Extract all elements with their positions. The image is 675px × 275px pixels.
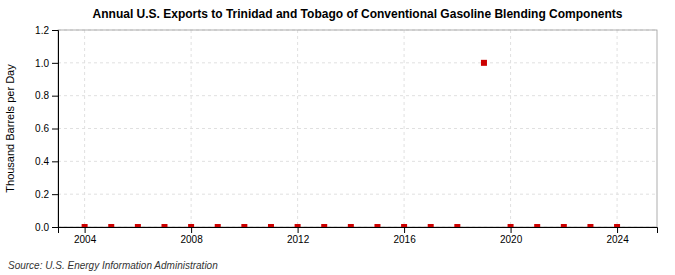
tick: 0.2	[35, 189, 58, 200]
point	[188, 224, 194, 227]
point	[587, 224, 593, 227]
tick-label: 2008	[180, 234, 203, 245]
tick-mark	[52, 63, 58, 64]
point	[428, 224, 434, 227]
title: Annual U.S. Exports to Trinidad and Toba…	[93, 7, 623, 21]
tick-label: 1.0	[35, 58, 49, 69]
grid-line	[58, 161, 657, 162]
y-axis: 0.0 0.2 0.4 0.6 0.8 1.0 1.2	[35, 25, 58, 233]
x-axis: 2004 2008 2012 2016 2020 2024	[59, 227, 658, 245]
tick-mark	[511, 227, 512, 233]
grid-line	[58, 62, 657, 63]
point	[135, 224, 141, 227]
chart: 2004 2008 2012 2016 2020 2024 0.0 0.2 0.4 0.6 0.8 1…	[0, 0, 675, 275]
tick: 0.8	[35, 90, 58, 101]
grid	[58, 30, 657, 227]
point	[215, 224, 221, 227]
point	[82, 224, 88, 227]
tick-label: 0.0	[35, 222, 49, 233]
tick-mark	[85, 227, 86, 233]
tick: 1.2	[35, 25, 58, 36]
tick-label: 0.6	[35, 123, 49, 134]
tick-mark	[52, 194, 58, 195]
tick-label: 2024	[606, 234, 629, 245]
tick-mark	[52, 129, 58, 130]
point	[508, 224, 514, 227]
y-axis-title: Thousand Barrels per Day	[4, 64, 16, 193]
tick-mark	[191, 227, 192, 233]
point	[241, 224, 247, 227]
tick: 2016	[393, 227, 416, 245]
tick: 2004	[74, 227, 97, 245]
grid-line	[58, 194, 657, 195]
point	[108, 224, 114, 227]
axis-line	[59, 228, 658, 234]
grid-line	[58, 95, 657, 96]
tick-label: 2012	[287, 234, 310, 245]
point	[454, 224, 460, 227]
tick-mark	[52, 161, 58, 162]
tick-label: 2004	[74, 234, 97, 245]
tick: 2024	[606, 227, 629, 245]
annotation: Source: U.S. Energy Information Administ…	[8, 260, 218, 271]
tick-label: 0.8	[35, 90, 49, 101]
point	[374, 224, 380, 227]
tick-mark	[617, 227, 618, 233]
grid-line	[617, 30, 618, 227]
tick: 2008	[180, 227, 203, 245]
point	[481, 60, 487, 66]
tick-mark	[404, 227, 405, 233]
tick-mark	[298, 227, 299, 233]
point	[295, 224, 301, 227]
point	[268, 224, 274, 227]
grid-line	[58, 128, 657, 129]
plot: 2004 2008 2012 2016 2020 2024 0.0 0.2 0.4 0.6 0.8 1…	[35, 25, 657, 245]
tick: 1.0	[35, 58, 58, 69]
tick-mark	[52, 96, 58, 97]
point	[401, 224, 407, 227]
tick-label: 2016	[393, 234, 416, 245]
axis-line	[52, 31, 59, 228]
tick: 2020	[500, 227, 523, 245]
point	[161, 224, 167, 227]
point	[561, 224, 567, 227]
marks	[82, 60, 620, 227]
grid-line	[510, 30, 511, 227]
tick-label: 0.4	[35, 156, 49, 167]
point	[321, 224, 327, 227]
tick-mark	[52, 227, 58, 228]
grid-line	[191, 30, 192, 227]
grid-line	[84, 30, 85, 227]
tick-mark	[52, 30, 58, 31]
tick: 0.0	[35, 222, 58, 233]
tick: 2012	[287, 227, 310, 245]
plot-frame	[58, 30, 657, 227]
tick-label: 2020	[500, 234, 523, 245]
point	[534, 224, 540, 227]
tick-label: 1.2	[35, 25, 49, 36]
tick-label: 0.2	[35, 189, 49, 200]
point	[614, 224, 620, 227]
grid-line	[404, 30, 405, 227]
grid-line	[297, 30, 298, 227]
tick: 0.6	[35, 123, 58, 134]
tick: 0.4	[35, 156, 58, 167]
point	[348, 224, 354, 227]
